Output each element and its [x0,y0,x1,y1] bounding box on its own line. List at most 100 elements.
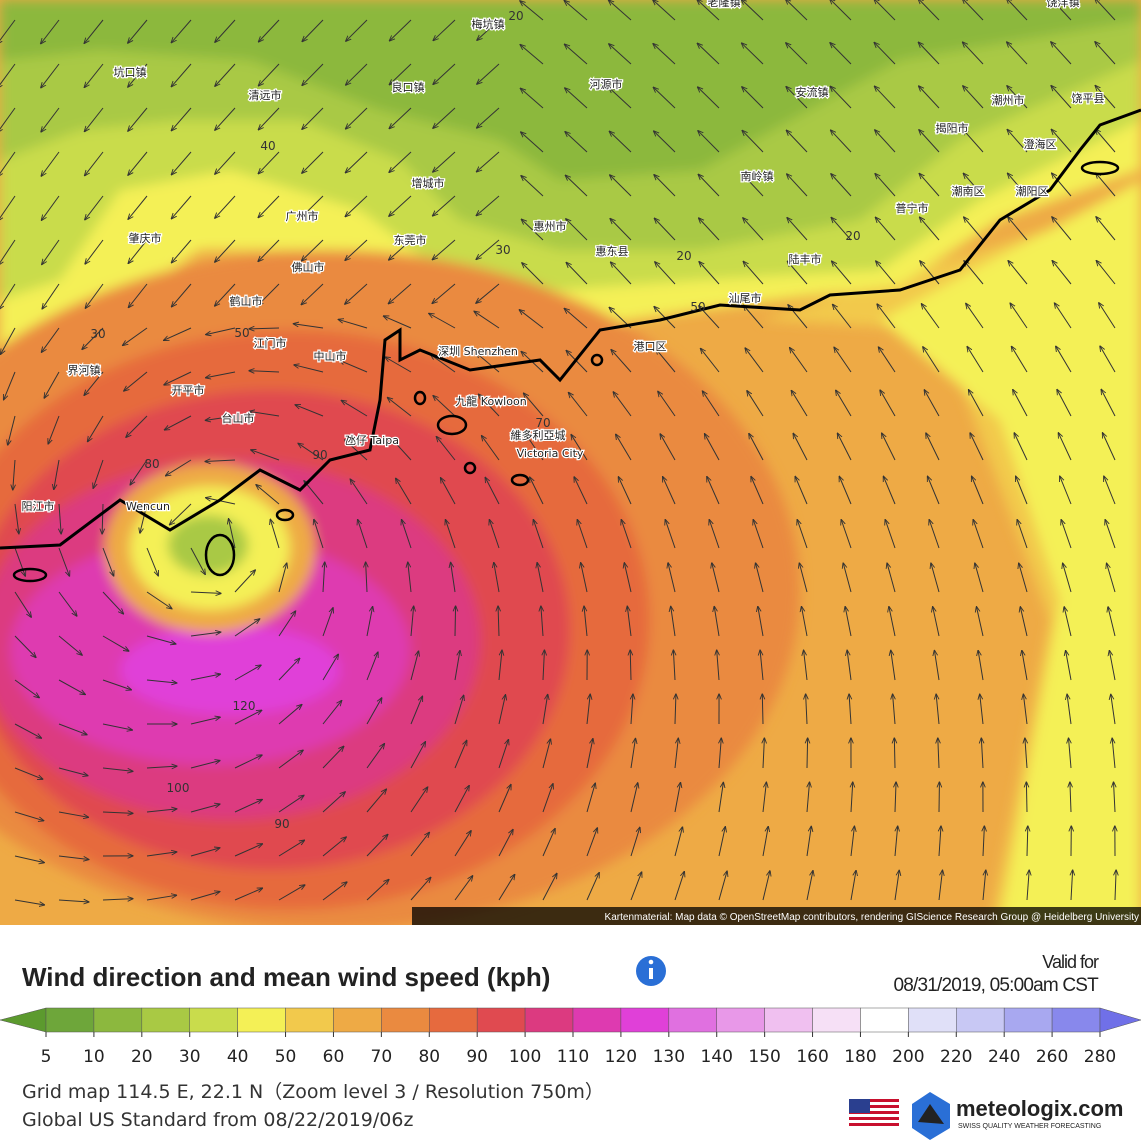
wind-arrow [543,650,544,681]
wind-arrow [171,195,192,219]
wind-arrow [533,520,544,549]
wind-arrow [747,391,764,417]
wind-arrow [964,217,984,241]
wind-arrow [278,658,300,681]
wind-arrow [763,738,764,769]
wind-arrow [278,840,304,857]
wind-arrow [433,63,456,84]
wind-arrow [674,871,684,901]
wind-arrow [609,44,632,65]
wind-arrow [366,562,367,593]
place-label: 汕尾市 [729,291,762,305]
wind-arrow [1025,738,1027,769]
wind-arrow [408,562,412,593]
wind-arrow [102,547,114,576]
wind-arrow [366,744,384,769]
wind-arrow [963,86,984,109]
wind-arrow [1007,42,1028,65]
place-label: 阳江市 [22,499,55,513]
wind-arrow [0,107,16,132]
wind-arrow [830,43,852,65]
wind-arrow [673,650,675,681]
wind-arrow [146,679,177,683]
wind-arrow [1057,389,1072,417]
wind-arrow [41,63,60,88]
place-label: 深圳 Shenzhen [438,345,518,358]
wind-arrow [831,174,852,197]
wind-arrow [530,477,544,505]
wind-arrow [962,0,984,21]
scale-label: 260 [1036,1047,1068,1067]
wind-arrow [485,477,500,505]
place-label: 澄海区 [1024,137,1057,151]
scale-label: 100 [509,1047,541,1067]
wind-arrow [251,450,280,461]
wind-arrow [166,459,192,476]
wind-arrow [831,217,852,241]
wind-arrow [876,261,896,285]
wind-arrow [894,870,899,901]
wind-arrow [58,679,85,695]
wind-arrow [521,176,544,197]
wind-arrow [1008,217,1028,241]
wind-arrow [13,459,15,490]
place-label: 潮南区 [952,184,985,198]
scale-segment [860,1007,909,1033]
wind-arrow [707,477,720,505]
wind-arrow [234,755,262,769]
wind-arrow [294,365,324,373]
wind-arrow [42,283,60,309]
wind-arrow [323,562,325,593]
wind-arrow [1051,86,1072,109]
wind-arrow [630,738,635,769]
wind-arrow [477,107,500,128]
wind-arrow [0,195,16,221]
info-icon[interactable] [636,956,666,986]
wind-arrow [609,88,632,109]
wind-arrow [476,195,500,216]
wind-arrow [1006,0,1028,21]
wind-arrow [169,503,192,525]
wind-arrow [1023,694,1028,725]
wind-arrow [830,0,852,21]
wind-arrow [967,347,984,373]
wind-arrow [574,477,588,505]
scale-segment [572,1007,622,1033]
wind-arrow [1027,826,1028,857]
contour-label: 100 [167,781,190,795]
wind-arrow [875,174,896,197]
wind-arrow [541,606,543,637]
wind-arrow [14,503,19,534]
wind-arrow [804,650,808,681]
wind-arrow [258,195,280,218]
wind-arrow [278,795,304,813]
wind-arrow [14,767,43,779]
coastline [0,108,1141,550]
wind-arrow [883,476,896,505]
place-label: 陆丰市 [789,252,822,266]
wind-arrow [389,19,412,41]
wind-arrow [924,390,940,417]
contour-label: 90 [274,817,289,831]
wind-arrow [1020,607,1028,637]
wind-arrow [498,874,515,901]
wind-arrow [146,852,177,857]
brand-logo [912,1092,950,1140]
wind-arrow [498,650,502,681]
wind-arrow [938,738,939,769]
wind-arrow [385,357,412,373]
wind-arrow [128,151,148,175]
wind-arrow [919,86,940,109]
scale-label: 70 [371,1047,393,1067]
wind-arrow [1066,650,1072,681]
wind-arrow [834,347,852,373]
wind-arrow [350,479,368,505]
wind-arrow [14,723,41,738]
wind-arrow [345,283,368,304]
wind-arrow [338,319,368,329]
scale-label: 160 [796,1047,828,1067]
wind-arrow [1100,346,1116,373]
wind-arrow [1107,563,1116,593]
place-label: 潮阳区 [1016,184,1049,198]
